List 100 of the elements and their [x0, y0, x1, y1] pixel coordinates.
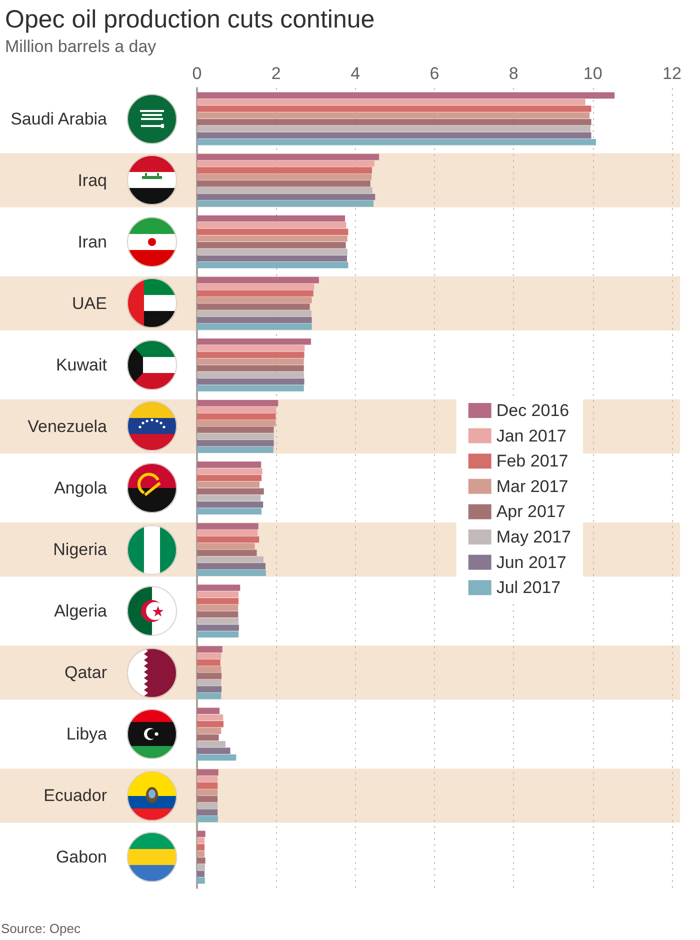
bar	[197, 769, 218, 776]
bar	[197, 222, 346, 228]
bar	[197, 530, 258, 536]
y-tick-label: Gabon	[56, 848, 107, 867]
y-tick-label: Ecuador	[44, 786, 108, 806]
bar	[197, 324, 312, 330]
legend-label: Apr 2017	[496, 502, 566, 522]
bar	[197, 591, 239, 598]
bar	[197, 844, 205, 850]
y-tick-label: Saudi Arabia	[10, 109, 108, 128]
legend-label: Dec 2016	[496, 401, 570, 420]
bar	[197, 692, 222, 700]
chart-title: Opec oil production cuts continue	[5, 6, 375, 34]
bar	[197, 242, 346, 248]
bar	[197, 215, 346, 222]
bar	[197, 837, 205, 844]
legend-label: May 2017	[496, 528, 572, 546]
bar	[197, 789, 218, 796]
bar	[197, 666, 222, 672]
bar	[197, 488, 264, 494]
y-tick-label: Venezuela	[28, 416, 108, 436]
bar	[197, 413, 276, 420]
y-tick-label: Qatar	[64, 663, 108, 682]
bar	[197, 385, 304, 392]
bar	[197, 426, 274, 433]
bar	[197, 200, 374, 207]
bar	[197, 708, 220, 714]
x-tick-label: 2	[271, 64, 281, 83]
bar	[197, 502, 264, 508]
bar	[197, 482, 260, 488]
bar	[197, 235, 348, 242]
bar	[197, 728, 222, 734]
bar	[197, 850, 205, 858]
bar	[197, 462, 262, 468]
bar	[197, 132, 592, 139]
bar	[197, 686, 222, 692]
bar	[197, 754, 236, 761]
bar	[197, 816, 218, 822]
bar	[197, 556, 264, 563]
bar	[197, 652, 222, 660]
bar	[197, 624, 239, 631]
bar	[197, 284, 314, 290]
bar	[197, 679, 222, 686]
bar	[197, 180, 370, 187]
bar	[197, 138, 596, 146]
bar	[197, 523, 258, 530]
bar	[197, 358, 304, 365]
y-tick-label: Iran	[78, 232, 107, 252]
bar	[197, 870, 205, 878]
bar	[197, 741, 226, 748]
legend-label: Jul 2017	[496, 578, 561, 598]
bar	[197, 809, 218, 816]
bar	[197, 296, 312, 304]
bar	[197, 262, 348, 268]
x-tick-label: 10	[583, 64, 602, 83]
bar	[197, 118, 592, 126]
bar	[197, 92, 615, 99]
bar	[197, 365, 304, 372]
x-tick-label: 12	[662, 64, 682, 83]
bar	[197, 604, 238, 611]
bar	[197, 167, 372, 174]
bar	[197, 672, 222, 680]
bar	[197, 857, 206, 864]
bar	[197, 187, 372, 194]
bar	[197, 194, 376, 200]
bar	[197, 316, 312, 324]
bar	[197, 98, 586, 106]
x-tick-label: 6	[430, 64, 440, 83]
y-tick-label: UAE	[72, 294, 107, 313]
bar	[197, 796, 218, 802]
bar	[197, 400, 278, 406]
bar	[197, 248, 348, 255]
bar	[197, 474, 262, 482]
legend-label: Mar 2017	[496, 476, 568, 496]
y-tick-label: Algeria	[54, 602, 108, 621]
bar	[197, 563, 266, 570]
bar	[197, 776, 218, 782]
bar	[197, 338, 311, 345]
bar	[197, 748, 230, 754]
legend-label: Feb 2017	[496, 452, 568, 471]
chart-subtitle: Million barrels a day	[5, 37, 157, 56]
bar	[197, 802, 218, 809]
bar	[197, 659, 220, 666]
bar	[197, 468, 262, 474]
bar	[197, 420, 276, 426]
legend-label: Jan 2017	[496, 426, 566, 446]
bar	[197, 112, 590, 119]
bar	[197, 446, 274, 453]
bar	[197, 228, 348, 235]
bar	[197, 255, 348, 262]
bar	[197, 598, 239, 604]
bar	[197, 433, 274, 440]
bar	[197, 570, 266, 576]
bar	[197, 508, 262, 514]
bar	[197, 830, 206, 838]
bar	[197, 345, 305, 352]
x-tick-label: 0	[192, 64, 202, 83]
bar	[197, 618, 239, 624]
y-tick-label: Libya	[66, 724, 108, 744]
x-tick-label: 8	[508, 64, 518, 83]
